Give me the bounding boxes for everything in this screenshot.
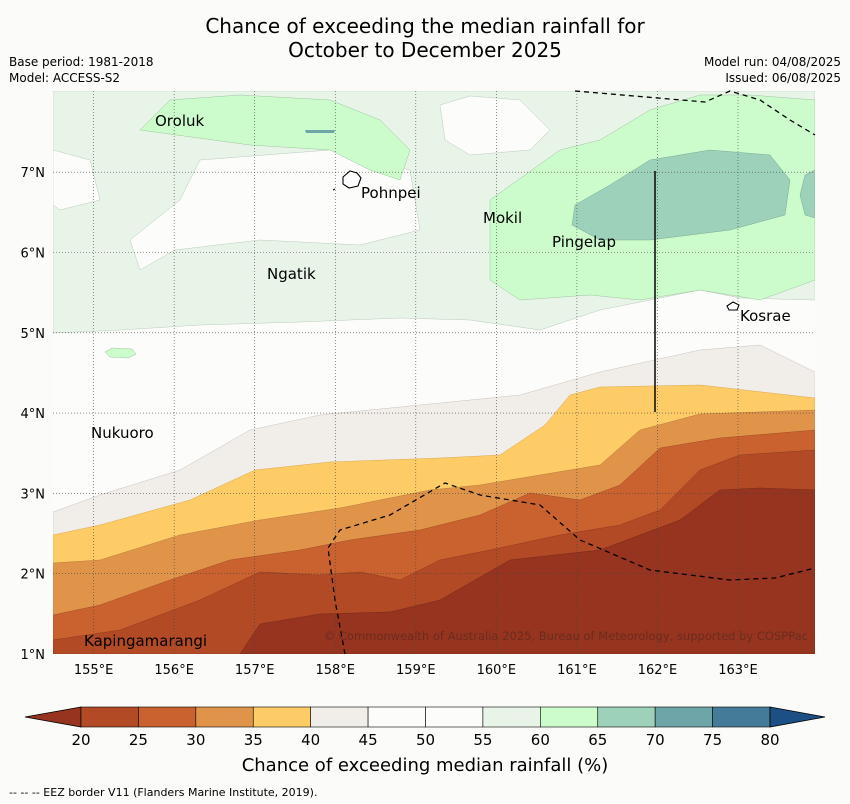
contour-60-65-small	[104, 347, 137, 359]
lat-tick-label: 6°N	[21, 247, 46, 262]
run-info: Model run: 04/08/2025 Issued: 06/08/2025	[704, 54, 841, 86]
lon-tick-label: 158°E	[315, 663, 355, 678]
lon-tick-label: 161°E	[557, 663, 597, 678]
contour-50-55-top	[439, 95, 551, 156]
eez-border-south	[327, 482, 816, 655]
title-line-1: Chance of exceeding the median rainfall …	[205, 14, 645, 38]
lon-tick-label: 163°E	[718, 663, 758, 678]
copyright-note: © Commonwealth of Australia 2025, Bureau…	[324, 629, 808, 643]
colorbar-segment	[80, 706, 139, 728]
contour-field	[53, 91, 815, 654]
colorbar-tick-label: 75	[703, 731, 722, 749]
map-title: Chance of exceeding the median rainfall …	[0, 14, 850, 62]
lon-tick-label: 159°E	[396, 663, 436, 678]
colorbar-tick-label: 45	[359, 731, 378, 749]
label-ngatik: Ngatik	[267, 265, 316, 283]
label-pingelap: Pingelap	[552, 233, 616, 251]
colorbar-label: Chance of exceeding median rainfall (%)	[241, 755, 609, 776]
longitude-ticks: 155°E 156°E 157°E 158°E 159°E 160°E 161°E 162°E…	[74, 663, 758, 678]
contour-55-60-inner-white	[53, 149, 101, 211]
colorbar-segment	[482, 706, 541, 728]
lat-tick-label: 3°N	[21, 487, 46, 502]
colorbar-segment	[138, 706, 197, 728]
colorbar-segment	[367, 706, 426, 728]
colorbar-segment	[712, 706, 771, 728]
colorbar-segment	[540, 706, 599, 728]
issued-date: Issued: 06/08/2025	[725, 71, 841, 85]
lon-tick-label: 155°E	[74, 663, 114, 678]
colorbar-tick-label: 65	[588, 731, 607, 749]
lat-tick-label: 4°N	[21, 407, 46, 422]
label-kapingamarangi: Kapingamarangi	[84, 632, 207, 650]
place-labels: Oroluk Pohnpei Mokil Pingelap Ngatik Kos…	[84, 112, 791, 650]
model-name: Model: ACCESS-S2	[9, 71, 121, 85]
colorbar-extend-high	[769, 706, 826, 728]
colorbar-segment	[597, 706, 656, 728]
colorbar-tick-label: 80	[760, 731, 779, 749]
colorbar-tick-label: 70	[646, 731, 665, 749]
colorbar-tick-label: 25	[129, 731, 148, 749]
label-mokil: Mokil	[483, 209, 522, 227]
lon-tick-label: 156°E	[154, 663, 194, 678]
colorbar	[24, 706, 826, 728]
model-info: Base period: 1981-2018 Model: ACCESS-S2	[9, 54, 154, 86]
lon-tick-label: 162°E	[638, 663, 678, 678]
label-kosrae: Kosrae	[740, 307, 791, 325]
pohnpei-islet	[332, 188, 336, 191]
colorbar-segment	[195, 706, 254, 728]
map-gridlines	[53, 91, 815, 654]
title-line-2: October to December 2025	[288, 38, 562, 62]
colorbar-tick-label: 35	[244, 731, 263, 749]
lon-tick-label: 160°E	[477, 663, 517, 678]
model-run: Model run: 04/08/2025	[703, 55, 841, 69]
colorbar-tick-label: 30	[186, 731, 205, 749]
contour-65-70-tiny	[305, 130, 335, 133]
eez-border	[327, 90, 816, 655]
lat-tick-label: 7°N	[21, 166, 46, 181]
label-nukuoro: Nukuoro	[91, 424, 154, 442]
colorbar-tick-label: 55	[473, 731, 492, 749]
lat-tick-label: 2°N	[21, 568, 46, 583]
colorbar-tick-label: 20	[71, 731, 90, 749]
colorbar-segment	[310, 706, 369, 728]
contour-below-20	[239, 487, 815, 654]
label-oroluk: Oroluk	[155, 112, 204, 130]
contour-65-70-edge	[799, 169, 815, 219]
lat-tick-label: 1°N	[21, 648, 46, 663]
contour-60-65-oroluk	[139, 94, 411, 181]
colorbar-tick-label: 50	[416, 731, 435, 749]
label-pohnpei: Pohnpei	[361, 184, 421, 202]
islands	[332, 170, 740, 311]
latitude-ticks: 1°N 2°N 3°N 4°N 5°N 6°N 7°N	[21, 166, 46, 663]
eez-legend-note: -- -- -- EEZ border V11 (Flanders Marine…	[9, 786, 318, 799]
kosrae-island	[726, 301, 740, 311]
lon-tick-label: 157°E	[235, 663, 275, 678]
colorbar-extend-low	[24, 706, 82, 728]
eez-border-north	[574, 90, 816, 136]
colorbar-tick-label: 60	[531, 731, 550, 749]
base-period: Base period: 1981-2018	[9, 55, 154, 69]
colorbar-tick-label: 40	[301, 731, 320, 749]
lat-tick-label: 5°N	[21, 327, 46, 342]
pohnpei-island	[342, 170, 362, 189]
contour-65-70-east	[571, 149, 791, 241]
colorbar-segment	[425, 706, 484, 728]
colorbar-ticks: 20 25 30 35 40 45 50 55 60 65 70 75 80	[71, 731, 779, 749]
colorbar-segment	[654, 706, 713, 728]
colorbar-segment	[252, 706, 311, 728]
